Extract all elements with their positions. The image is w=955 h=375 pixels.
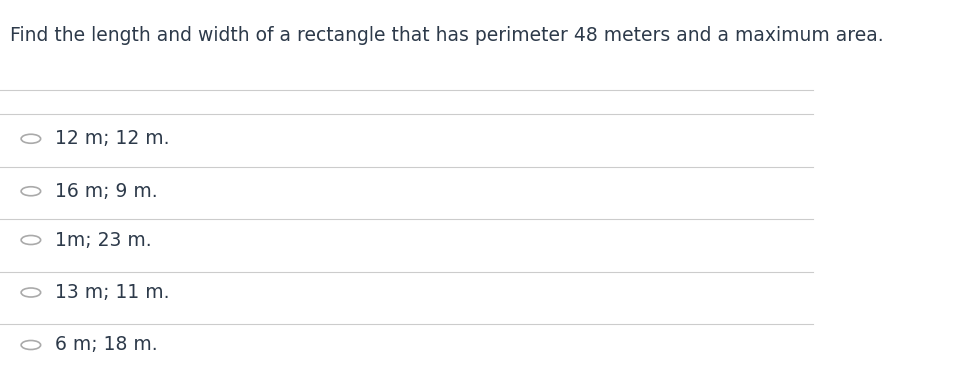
Text: 1m; 23 m.: 1m; 23 m. — [55, 231, 152, 249]
Text: 16 m; 9 m.: 16 m; 9 m. — [55, 182, 158, 201]
Text: 12 m; 12 m.: 12 m; 12 m. — [55, 129, 170, 148]
Text: 6 m; 18 m.: 6 m; 18 m. — [55, 336, 158, 354]
Text: 13 m; 11 m.: 13 m; 11 m. — [55, 283, 170, 302]
Text: Find the length and width of a rectangle that has perimeter 48 meters and a maxi: Find the length and width of a rectangle… — [10, 26, 883, 45]
